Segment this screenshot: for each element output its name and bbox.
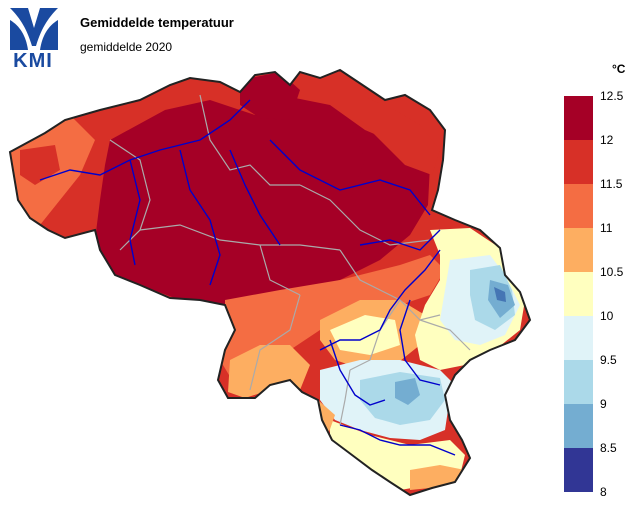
legend-unit: °C (612, 62, 626, 76)
legend-tick-label: 9 (600, 397, 607, 411)
rivers (39, 99, 456, 456)
map-subtitle: gemiddelde 2020 (80, 40, 173, 54)
legend-bin (564, 272, 593, 316)
legend-tick-label: 8 (600, 485, 607, 499)
legend-tick-label: 12.5 (600, 89, 624, 103)
color-legend (564, 96, 593, 492)
legend-bin (564, 448, 593, 492)
legend-bin (564, 316, 593, 360)
legend-bin (564, 404, 593, 448)
legend-bin (564, 96, 593, 140)
temperature-map (9, 69, 531, 496)
map-title: Gemiddelde temperatuur (80, 15, 234, 30)
kmi-logo (10, 8, 58, 50)
legend-bin (564, 184, 593, 228)
legend-bin (564, 140, 593, 184)
legend-tick-label: 8.5 (600, 441, 617, 455)
legend-tick-label: 10 (600, 309, 614, 323)
legend-tick-label: 12 (600, 133, 614, 147)
province-borders (109, 94, 471, 426)
legend-tick-label: 11 (600, 221, 613, 235)
legend-tick-label: 10.5 (600, 265, 624, 279)
legend-bin (564, 228, 593, 272)
legend-tick-label: 9.5 (600, 353, 617, 367)
legend-bin (564, 360, 593, 404)
legend-tick-label: 11.5 (600, 177, 623, 191)
logo-text: KMI (13, 50, 53, 72)
